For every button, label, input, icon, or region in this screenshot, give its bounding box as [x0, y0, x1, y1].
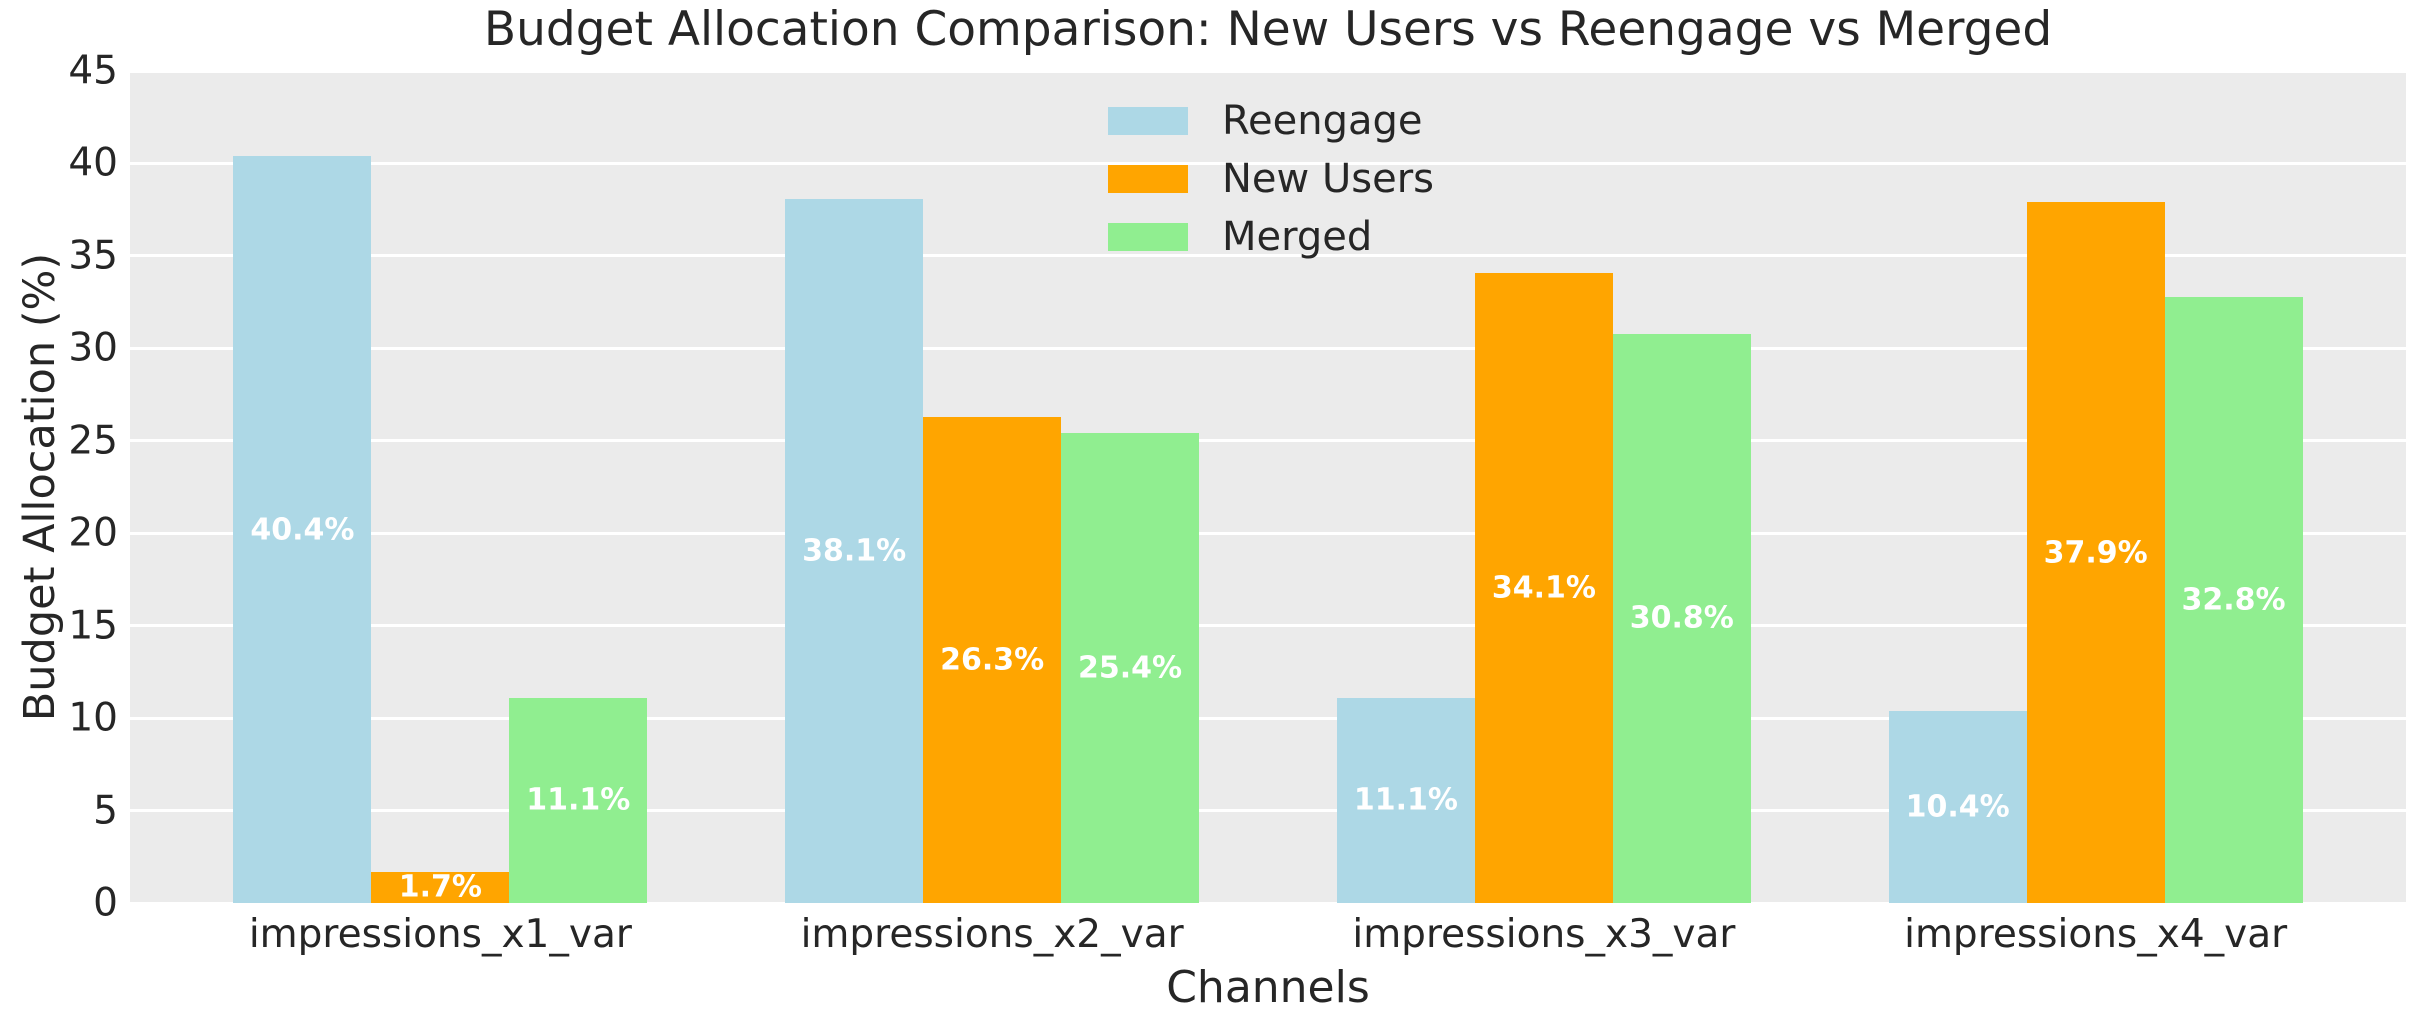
- bar-value-label: 32.8%: [2181, 582, 2286, 618]
- bar-merged-impressions_x3_var: 30.8%: [1612, 333, 1751, 903]
- bar-value-label: 34.1%: [1491, 570, 1596, 606]
- y-axis-label: Budget Allocation (%): [15, 252, 65, 722]
- legend-item: Merged: [1108, 208, 1434, 266]
- x-tick-label: impressions_x2_var: [800, 912, 1184, 957]
- bar-reengage-impressions_x3_var: 11.1%: [1336, 697, 1475, 903]
- gridline: [130, 716, 2406, 720]
- y-tick-label: 25: [68, 418, 118, 464]
- gridline: [130, 901, 2406, 903]
- bar-value-label: 10.4%: [1905, 789, 2010, 825]
- y-tick-label: 0: [93, 880, 118, 926]
- legend: Reengage New Users Merged: [1108, 92, 1434, 266]
- bar-value-label: 26.3%: [940, 642, 1045, 678]
- bar-reengage-impressions_x4_var: 10.4%: [1888, 710, 2027, 903]
- bar-value-label: 11.1%: [526, 782, 631, 818]
- gridline: [130, 809, 2406, 813]
- x-tick-label: impressions_x1_var: [248, 912, 632, 957]
- y-tick-label: 45: [68, 48, 118, 94]
- y-tick-label: 35: [68, 233, 118, 279]
- bar-merged-impressions_x2_var: 25.4%: [1061, 433, 1200, 903]
- bar-new-users-impressions_x3_var: 34.1%: [1474, 272, 1613, 903]
- bar-value-label: 38.1%: [802, 533, 907, 569]
- x-axis-label: Channels: [1166, 962, 1370, 1013]
- bar-value-label: 25.4%: [1078, 650, 1183, 686]
- bar-new-users-impressions_x4_var: 37.9%: [2026, 202, 2165, 903]
- x-tick-label: impressions_x4_var: [1904, 912, 2288, 957]
- y-tick-label: 20: [68, 510, 118, 556]
- chart-title: Budget Allocation Comparison: New Users …: [483, 2, 2053, 57]
- y-tick-label: 5: [93, 788, 118, 834]
- bar-new-users-impressions_x1_var: 1.7%: [371, 869, 510, 903]
- y-tick-label: 10: [68, 695, 118, 741]
- y-tick-label: 15: [68, 603, 118, 649]
- legend-swatch: [1108, 223, 1188, 251]
- plot-area: 40.4% 38.1% 11.1% 10.4% 1.7% 26.3% 34.1% 37.9% 1…: [130, 71, 2406, 903]
- gridline: [130, 71, 2406, 73]
- gridline: [130, 439, 2406, 443]
- bar-merged-impressions_x1_var: 11.1%: [509, 697, 648, 903]
- legend-swatch: [1108, 107, 1188, 135]
- y-tick-label: 40: [68, 140, 118, 186]
- legend-label: Merged: [1222, 214, 1373, 260]
- bar-reengage-impressions_x2_var: 38.1%: [785, 198, 924, 903]
- y-tick-label: 30: [68, 325, 118, 371]
- gridline: [130, 346, 2406, 350]
- gridline: [130, 254, 2406, 258]
- bar-value-label: 37.9%: [2043, 535, 2148, 571]
- gridline: [130, 161, 2406, 165]
- bar-reengage-impressions_x1_var: 40.4%: [233, 156, 372, 903]
- bar-value-label: 40.4%: [250, 512, 355, 548]
- legend-swatch: [1108, 165, 1188, 193]
- legend-item: New Users: [1108, 150, 1434, 208]
- gridline: [130, 531, 2406, 535]
- bar-value-label: 30.8%: [1629, 600, 1734, 636]
- legend-label: New Users: [1222, 156, 1434, 202]
- gridline: [130, 624, 2406, 628]
- legend-label: Reengage: [1222, 98, 1423, 144]
- bar-value-label: 11.1%: [1353, 782, 1458, 818]
- bar-merged-impressions_x4_var: 32.8%: [2164, 296, 2303, 903]
- legend-item: Reengage: [1108, 92, 1434, 150]
- x-tick-label: impressions_x3_var: [1352, 912, 1736, 957]
- bar-value-label: 1.7%: [398, 869, 482, 903]
- bar-new-users-impressions_x2_var: 26.3%: [923, 416, 1062, 903]
